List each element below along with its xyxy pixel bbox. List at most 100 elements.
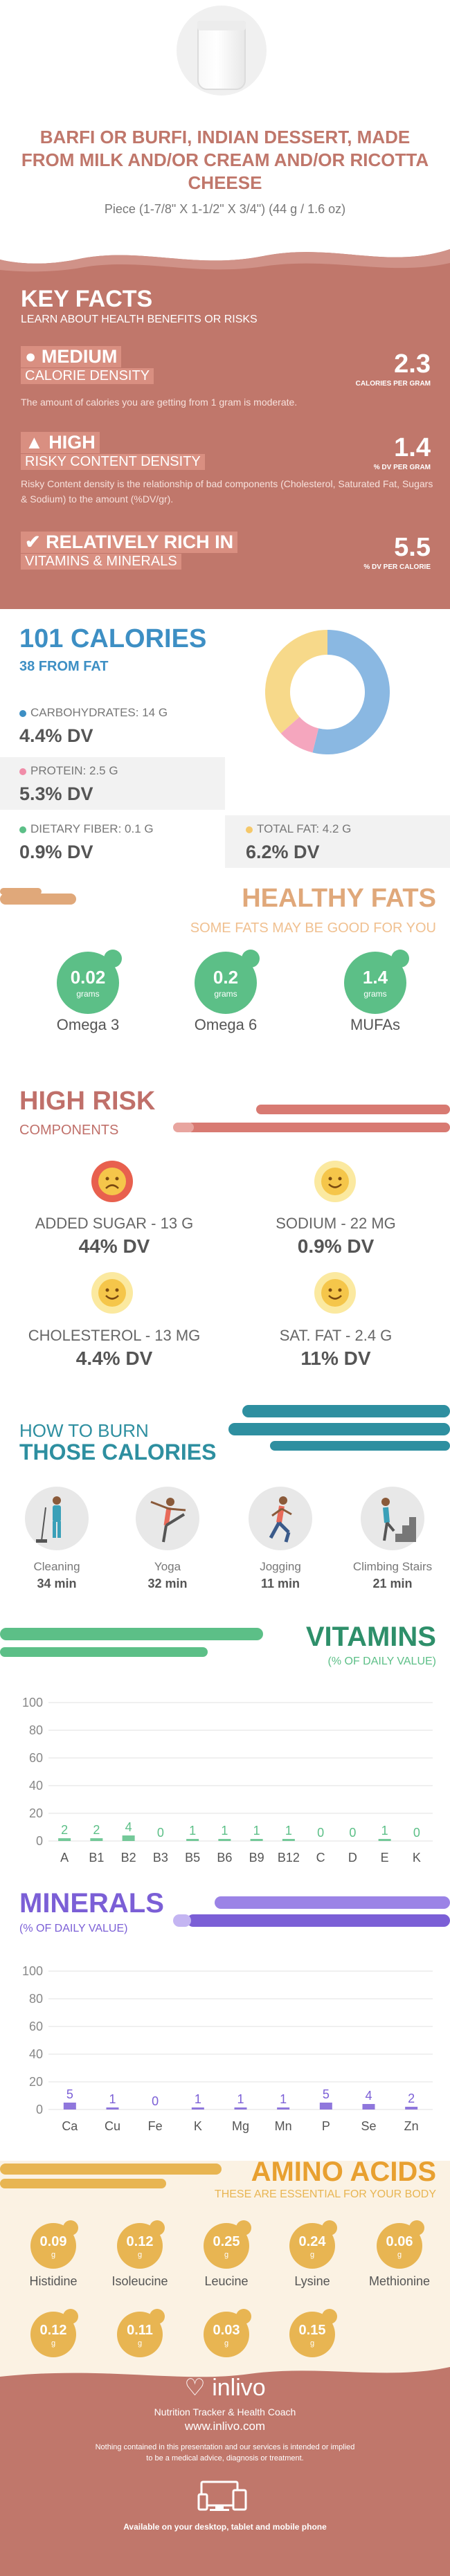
minerals-category-label: Ca [62, 2119, 78, 2133]
vitamins-category-label: B12 [278, 1851, 300, 1865]
amino-blob [322, 2220, 337, 2235]
amino-blob [409, 2220, 424, 2235]
vitamins-ytick-label: 20 [29, 1806, 43, 1820]
minerals-ytick-label: 100 [22, 1964, 43, 1978]
amino-unit: g [137, 2251, 143, 2259]
vitamins-category-label: B5 [185, 1851, 200, 1865]
footer-wave [0, 2361, 450, 2377]
minerals-category-label: Zn [404, 2119, 419, 2133]
amino-unit: g [397, 2251, 402, 2259]
vitamins-value-label: 1 [285, 1824, 292, 1838]
amino-blob [236, 2309, 251, 2324]
macro-donut-chart [265, 630, 390, 754]
minerals-category-label: P [322, 2119, 330, 2133]
vitamins-category-label: B3 [153, 1851, 168, 1865]
minerals-value-label: 0 [152, 2094, 159, 2108]
amino-blob [63, 2309, 78, 2324]
jogging-minutes: 11 min [260, 1577, 300, 1590]
amino-blob [150, 2220, 165, 2235]
fiber-dot-icon [19, 826, 26, 833]
added-sugar-label: ADDED SUGAR - 13 g [35, 1215, 194, 1232]
amino-unit: g [224, 2251, 229, 2259]
vitamins-category-label: B6 [217, 1851, 232, 1865]
vitamins-bar-b9 [250, 1839, 263, 1841]
milk-glass-icon [197, 21, 246, 90]
minerals-ytick-label: 0 [36, 2103, 43, 2116]
risky-content-label: RISKY CONTENT DENSITY [21, 454, 205, 470]
vitamins-value-label: 1 [189, 1824, 196, 1838]
vitamins-ytick-label: 100 [22, 1696, 43, 1709]
vitamins-category-label: B2 [121, 1851, 136, 1865]
happy-face-icon [91, 1272, 133, 1314]
minerals-bar-k [191, 2107, 204, 2110]
vitamins-value-label: 1 [253, 1824, 260, 1838]
amino-unit: g [309, 2339, 315, 2348]
minerals-bar-mg [234, 2107, 247, 2110]
vitamins-bar-e [378, 1839, 391, 1841]
calorie-density-value: 2.3 [394, 350, 431, 379]
amino-blob [322, 2309, 337, 2324]
footer-url[interactable]: www.inlivo.com [184, 2420, 266, 2433]
macro-total-fat: TOTAL FAT: 4.2 g 6.2% DV [225, 815, 450, 868]
vitamins-category-label: E [381, 1851, 389, 1865]
healthy-fats-title: HEALTHY FATS [242, 884, 436, 913]
cleaning-icon [25, 1487, 89, 1550]
yoga-icon [136, 1487, 199, 1550]
amino-title: AMINO ACIDS [251, 2157, 436, 2187]
mufas-name: MUFAs [350, 1016, 401, 1033]
amino-circle-methionine: 0.06 g [377, 2223, 422, 2269]
cleaning-name: Cleaning [33, 1560, 80, 1573]
sodium-dv: 0.9% DV [297, 1235, 375, 1257]
high-risk-subtitle: COMPONENTS [19, 1123, 119, 1138]
vitamins-value-label: 0 [349, 1826, 356, 1840]
sat-fat-label: SAT. FAT - 2.4 g [279, 1327, 393, 1344]
risky-content-desc: Risky Content density is the relationshi… [21, 478, 433, 505]
jogging-icon [249, 1487, 312, 1550]
macro-carbohydrates: CARBOHYDRATES: 14 g 4.4% DV [19, 706, 168, 746]
amino-unit: g [51, 2251, 56, 2259]
minerals-category-label: Fe [148, 2119, 163, 2133]
vitamins-category-label: K [413, 1851, 421, 1865]
donut-slice-total-fat [265, 630, 328, 734]
vitamins-ytick-label: 40 [29, 1779, 43, 1793]
amino-name: Isoleucine [111, 2274, 168, 2288]
devices-icon [197, 2480, 247, 2511]
cleaning-minutes: 34 min [37, 1577, 77, 1590]
happy-face-icon [314, 1272, 356, 1314]
minerals-value-label: 1 [237, 2092, 244, 2106]
minerals-bar-ca [63, 2103, 76, 2110]
amino-blob [63, 2220, 78, 2235]
jogging-name: Jogging [260, 1560, 301, 1573]
footer [0, 2361, 450, 2576]
vitamins-rich-tag: ✔ RELATIVELY RICH IN [21, 532, 238, 553]
amino-blob [236, 2220, 251, 2235]
vitamins-value-label: 1 [381, 1824, 388, 1838]
amino-value: 0.09 [39, 2234, 67, 2249]
fat-dot-icon [246, 826, 253, 833]
minerals-bar-mn [277, 2107, 290, 2110]
minerals-value-label: 2 [408, 2092, 415, 2105]
vitamins-bar-chart: 0 20 40 60 80 100 2 A 2 B1 4 B2 0 B3 1 B5 1 B6 1 B9 1 B12 0 C 0 D… [22, 1696, 433, 1865]
key-facts-subtitle: LEARN ABOUT HEALTH BENEFITS OR RISKS [21, 314, 258, 325]
high-risk-stripe [173, 1105, 450, 1132]
amino-name: Histidine [29, 2274, 78, 2288]
risky-content-value: 1.4 [394, 433, 431, 462]
healthy-fats-subtitle: SOME FATS MAY BE GOOD FOR YOU [190, 920, 436, 936]
minerals-category-label: Se [361, 2119, 376, 2133]
amino-value: 0.11 [127, 2323, 153, 2338]
calorie-density-label: CALORIE DENSITY [21, 368, 154, 384]
carbs-dot-icon [19, 709, 26, 717]
food-title: BARFI OR BURFI, INDIAN DESSERT, MADE FRO… [21, 127, 429, 193]
amino-value: 0.12 [39, 2323, 67, 2338]
minerals-title: MINERALS [19, 1888, 164, 1919]
vitamins-value-label: 4 [125, 1820, 132, 1834]
vitamins-category-label: B1 [89, 1851, 104, 1865]
vitamins-value-label: 2 [61, 1823, 68, 1837]
footer-available: Available on your desktop, tablet and mo… [123, 2522, 327, 2532]
minerals-bar-p [319, 2103, 332, 2110]
high-risk-title: HIGH RISK [19, 1087, 156, 1116]
minerals-ytick-label: 40 [29, 2047, 43, 2061]
amino-unit: g [51, 2339, 56, 2348]
donut-slice-carbohydrates [312, 630, 390, 754]
